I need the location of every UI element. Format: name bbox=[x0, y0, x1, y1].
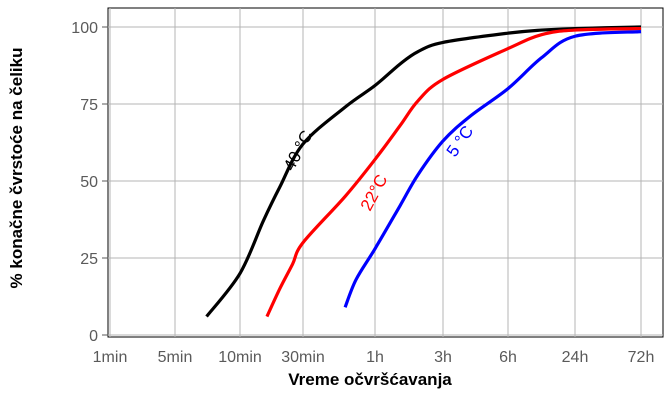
tick-labels: 1min 5min 10min 30min 1h 3h 6h 24h 72h 0 25 50 75 100 bbox=[71, 20, 654, 366]
series-line-1 bbox=[265, 26, 642, 318]
x-tick-label: 3h bbox=[434, 349, 452, 366]
x-tick-label: 1h bbox=[366, 349, 384, 366]
x-tick-label: 6h bbox=[499, 349, 517, 366]
series-line-2 bbox=[343, 30, 642, 308]
y-tick-label: 100 bbox=[71, 20, 98, 37]
x-tick-label: 72h bbox=[628, 349, 655, 366]
y-tick-label: 0 bbox=[89, 328, 98, 345]
x-tick-label: 10min bbox=[218, 349, 262, 366]
y-tick-label: 25 bbox=[80, 251, 98, 268]
y-tick-label: 75 bbox=[80, 97, 98, 114]
x-tick-label: 24h bbox=[562, 349, 589, 366]
series-line-0 bbox=[205, 25, 642, 318]
x-tick-label: 5min bbox=[158, 349, 193, 366]
y-axis-title: % konačne čvrstoće na čeliku bbox=[7, 48, 26, 289]
y-tick-label: 50 bbox=[80, 174, 98, 191]
grid-lines bbox=[102, 8, 663, 337]
x-axis-title: Vreme očvršćavanja bbox=[288, 370, 452, 389]
plot-frame bbox=[107, 7, 664, 338]
series-layer bbox=[205, 25, 642, 318]
x-tick-label: 30min bbox=[281, 349, 325, 366]
x-tick-label: 1min bbox=[93, 349, 128, 366]
